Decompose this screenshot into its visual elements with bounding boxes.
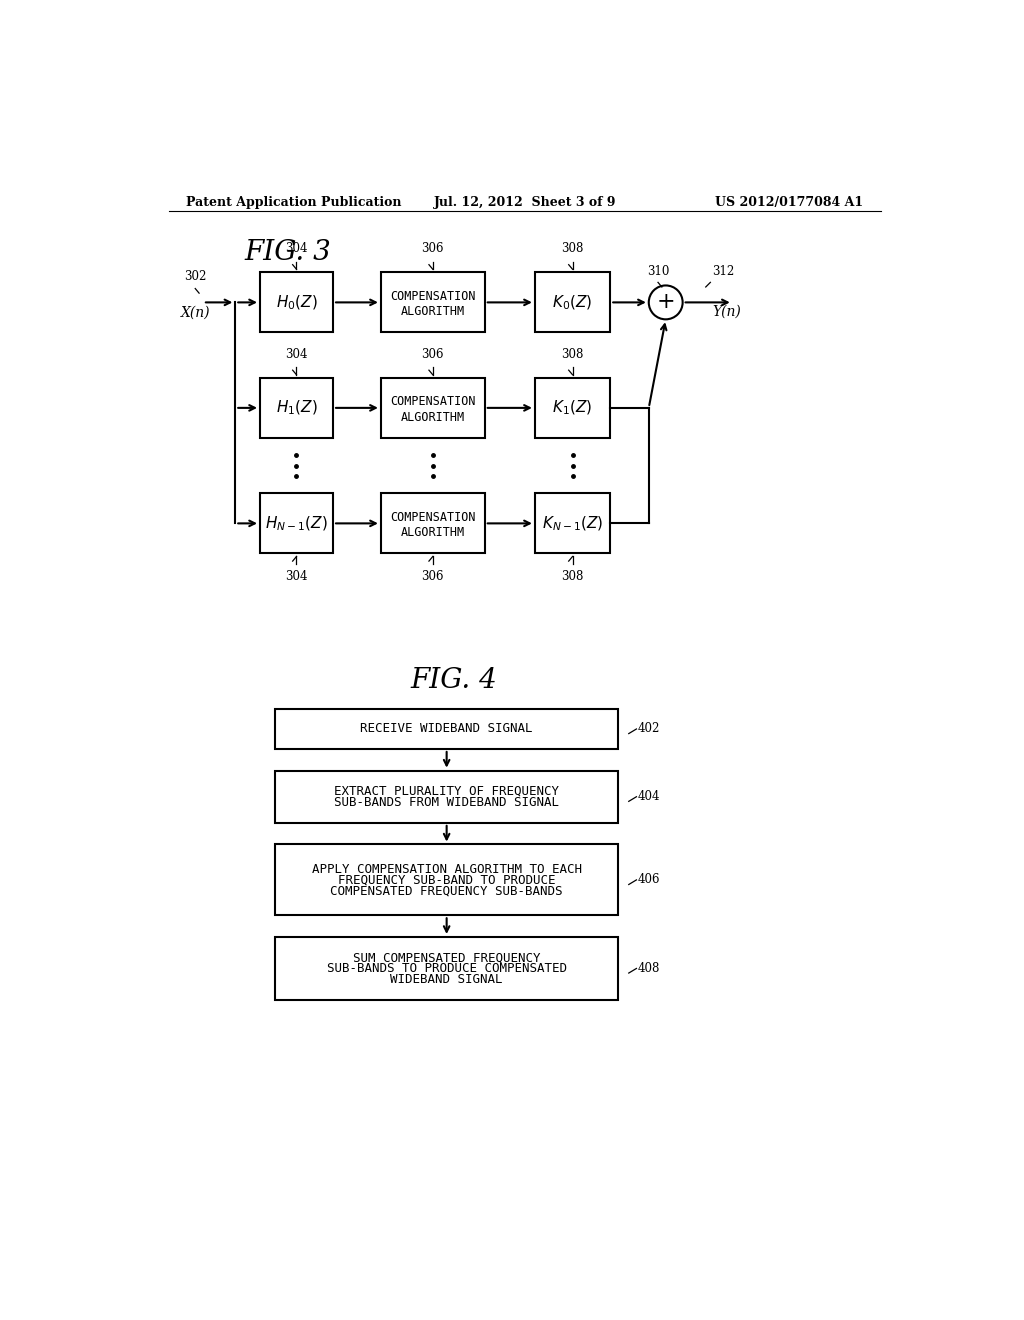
- Text: $H_{N-1}(Z)$: $H_{N-1}(Z)$: [265, 515, 328, 532]
- Text: 312: 312: [712, 265, 734, 277]
- Text: Patent Application Publication: Patent Application Publication: [186, 195, 401, 209]
- Text: $H_1(Z)$: $H_1(Z)$: [275, 399, 317, 417]
- Bar: [381, 272, 484, 333]
- Text: +: +: [656, 292, 675, 313]
- Bar: [260, 494, 333, 553]
- Text: COMPENSATION: COMPENSATION: [390, 395, 475, 408]
- Text: 402: 402: [638, 722, 660, 735]
- Text: US 2012/0177084 A1: US 2012/0177084 A1: [716, 195, 863, 209]
- Text: 304: 304: [286, 348, 308, 360]
- Text: $K_0(Z)$: $K_0(Z)$: [552, 293, 593, 312]
- Text: Y(n): Y(n): [712, 305, 740, 318]
- Text: $H_0(Z)$: $H_0(Z)$: [275, 293, 317, 312]
- Text: WIDEBAND SIGNAL: WIDEBAND SIGNAL: [390, 973, 503, 986]
- Text: SUM COMPENSATED FREQUENCY: SUM COMPENSATED FREQUENCY: [353, 952, 541, 964]
- Text: FIG. 4: FIG. 4: [411, 667, 498, 693]
- Text: ALGORITHM: ALGORITHM: [400, 527, 465, 539]
- Text: 306: 306: [422, 243, 444, 256]
- Text: 306: 306: [422, 570, 444, 583]
- Bar: [535, 378, 610, 438]
- Text: 304: 304: [286, 243, 308, 256]
- Text: 308: 308: [561, 570, 584, 583]
- Text: $K_{N-1}(Z)$: $K_{N-1}(Z)$: [542, 515, 603, 532]
- Text: EXTRACT PLURALITY OF FREQUENCY: EXTRACT PLURALITY OF FREQUENCY: [334, 785, 559, 797]
- Bar: [275, 709, 617, 748]
- Text: 404: 404: [638, 791, 660, 804]
- Text: ALGORITHM: ALGORITHM: [400, 411, 465, 424]
- Bar: [260, 272, 333, 333]
- Bar: [260, 378, 333, 438]
- Text: FIG. 3: FIG. 3: [245, 239, 332, 267]
- Text: Jul. 12, 2012  Sheet 3 of 9: Jul. 12, 2012 Sheet 3 of 9: [433, 195, 616, 209]
- Text: ALGORITHM: ALGORITHM: [400, 305, 465, 318]
- Text: 408: 408: [638, 962, 660, 975]
- Text: 406: 406: [638, 874, 660, 887]
- Text: $K_1(Z)$: $K_1(Z)$: [552, 399, 593, 417]
- Bar: [381, 378, 484, 438]
- Text: 302: 302: [184, 271, 207, 284]
- Text: APPLY COMPENSATION ALGORITHM TO EACH: APPLY COMPENSATION ALGORITHM TO EACH: [311, 862, 582, 875]
- Text: COMPENSATION: COMPENSATION: [390, 289, 475, 302]
- Text: 306: 306: [422, 348, 444, 360]
- Bar: [535, 494, 610, 553]
- Bar: [275, 845, 617, 915]
- Text: SUB-BANDS TO PRODUCE COMPENSATED: SUB-BANDS TO PRODUCE COMPENSATED: [327, 962, 566, 975]
- Text: COMPENSATED FREQUENCY SUB-BANDS: COMPENSATED FREQUENCY SUB-BANDS: [331, 884, 563, 898]
- Bar: [535, 272, 610, 333]
- Text: RECEIVE WIDEBAND SIGNAL: RECEIVE WIDEBAND SIGNAL: [360, 722, 532, 735]
- Text: 308: 308: [561, 348, 584, 360]
- Text: 308: 308: [561, 243, 584, 256]
- Text: SUB-BANDS FROM WIDEBAND SIGNAL: SUB-BANDS FROM WIDEBAND SIGNAL: [334, 796, 559, 809]
- Bar: [275, 771, 617, 822]
- Text: X(n): X(n): [180, 306, 210, 321]
- Text: 304: 304: [286, 570, 308, 583]
- Text: FREQUENCY SUB-BAND TO PRODUCE: FREQUENCY SUB-BAND TO PRODUCE: [338, 874, 555, 887]
- Bar: [381, 494, 484, 553]
- Text: COMPENSATION: COMPENSATION: [390, 511, 475, 524]
- Text: 310: 310: [647, 265, 670, 277]
- Bar: [275, 937, 617, 1001]
